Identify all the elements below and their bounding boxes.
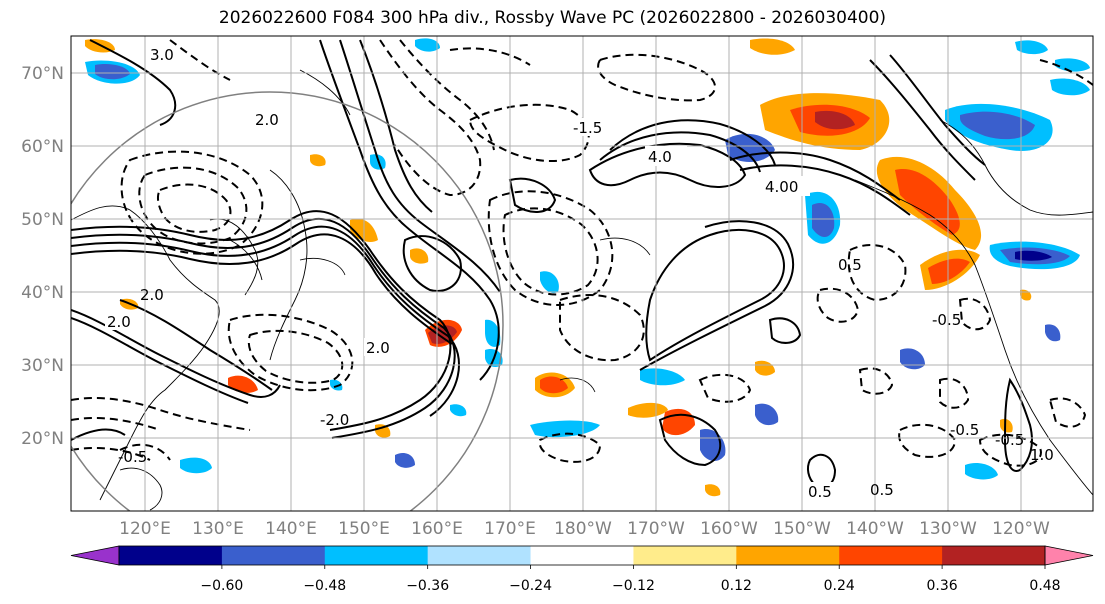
lon-label: 120°W (992, 519, 1050, 539)
colorbar-tick-label: −0.36 (406, 578, 449, 594)
colorbar-tick-label: −0.24 (509, 578, 552, 594)
contour-label: -0.5 (118, 448, 147, 466)
colorbar-tick-label: −0.48 (303, 578, 346, 594)
lon-label: 130°W (919, 519, 977, 539)
contour-label: 0.5 (838, 256, 862, 274)
colorbar-swatch (221, 546, 326, 565)
lat-label: 30°N (21, 356, 64, 376)
lon-label: 140°W (846, 519, 904, 539)
lat-label: 20°N (21, 429, 64, 449)
lat-label: 60°N (21, 137, 64, 157)
lat-label: 40°N (21, 283, 64, 303)
colorbar-tick-label: −0.60 (200, 578, 243, 594)
colorbar-tick-label: 0.24 (824, 578, 855, 594)
lon-label: 170°E (484, 519, 536, 539)
colorbar-tick-label: −0.12 (612, 578, 655, 594)
colorbar-tick-label: 0.36 (927, 578, 958, 594)
colorbar-swatch (119, 546, 223, 565)
contour-label: -0.5 (995, 431, 1024, 449)
lon-label: 170°W (627, 519, 685, 539)
colorbar-border (118, 545, 1046, 566)
longitude-labels: 120°E 130°E 140°E 150°E 160°E 170°E 180°… (119, 519, 1050, 539)
colorbar-swatch (839, 546, 943, 565)
colorbar-tick-label: 0.12 (721, 578, 752, 594)
lon-label: 120°E (119, 519, 171, 539)
contour-label: 0.5 (808, 483, 832, 501)
height-contours-dashed (71, 39, 1093, 467)
lon-label: 160°W (700, 519, 758, 539)
gridlines (71, 36, 1093, 511)
lat-label: 70°N (21, 64, 64, 84)
contour-label: -0.5 (950, 421, 979, 439)
map-title: 2026022600 F084 300 hPa div., Rossby Wav… (218, 8, 887, 28)
colorbar-swatch (324, 546, 429, 565)
contour-label: 1.0 (1030, 446, 1054, 464)
colorbar-swatch (530, 546, 634, 565)
lon-label: 180°W (554, 519, 612, 539)
map-frame (70, 35, 1094, 512)
lon-label: 150°W (773, 519, 831, 539)
latitude-labels: 70°N 60°N 50°N 40°N 30°N 20°N (21, 64, 64, 449)
contour-label: -0.5 (932, 311, 961, 329)
colorbar-swatch (427, 546, 532, 565)
contour-label: 4.00 (765, 178, 798, 196)
contour-label: 2.0 (140, 286, 164, 304)
contour-label: 2.0 (366, 339, 390, 357)
lon-label: 130°E (192, 519, 244, 539)
colorbar-swatch (633, 546, 737, 565)
region-circle (71, 91, 504, 511)
thin-contours (299, 237, 651, 393)
contour-label: 0.5 (870, 481, 894, 499)
lon-label: 140°E (265, 519, 317, 539)
contour-label: 2.0 (255, 111, 279, 129)
contour-label: 4.0 (648, 148, 672, 166)
colorbar-swatch (942, 546, 1046, 565)
colorbar-extend-low (70, 545, 120, 566)
colorbar-extend-high (1044, 545, 1094, 566)
contour-labels: 4.0 4.00 0.5 2.0 2.0 -1.5 3.0 2.0 2.0 -2… (105, 46, 1054, 501)
lat-label: 50°N (21, 210, 64, 230)
lon-label: 160°E (411, 519, 463, 539)
lon-label: 150°E (338, 519, 390, 539)
contour-label: -2.0 (320, 411, 349, 429)
contour-label: 3.0 (150, 46, 174, 64)
colorbar-tick-label: 0.48 (1029, 578, 1060, 594)
contour-label: 2.0 (107, 313, 131, 331)
colorbar: −0.60 −0.48 −0.36 −0.24 −0.12 0.12 0.24 0.36 0.4… (70, 545, 1094, 594)
colorbar-swatch (736, 546, 840, 565)
contour-label: -1.5 (573, 119, 602, 137)
